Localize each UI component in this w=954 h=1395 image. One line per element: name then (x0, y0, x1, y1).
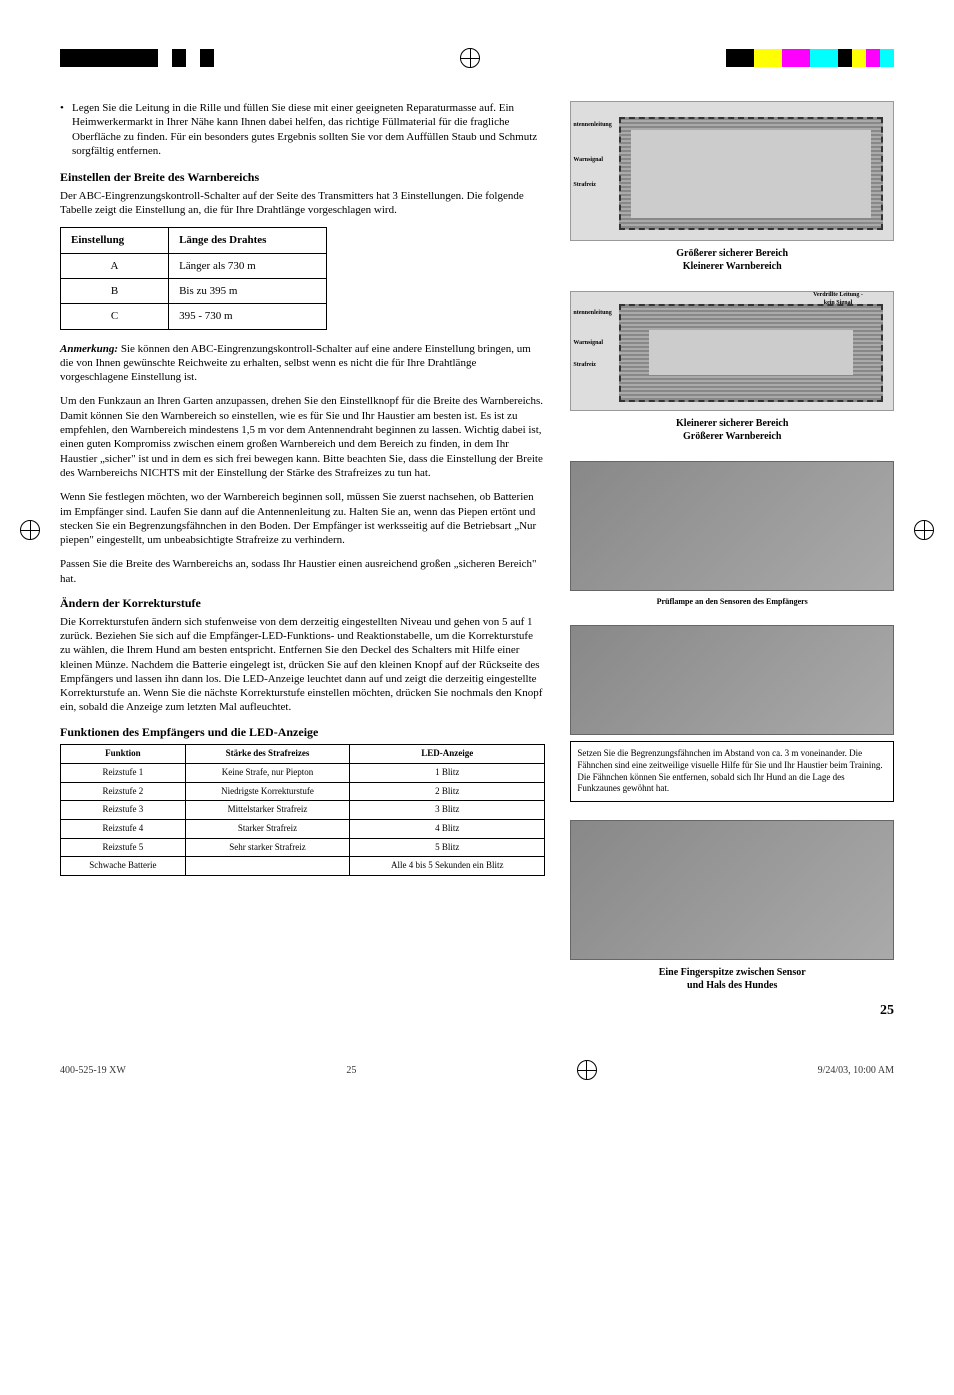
paragraph: Die Korrekturstufen ändern sich stufenwe… (60, 615, 545, 715)
settings-table: Einstellung Länge des Drahtes A Länger a… (60, 227, 327, 329)
paragraph: Wenn Sie festlegen möchten, wo der Warnb… (60, 490, 545, 547)
heading-warnbereich: Einstellen der Breite des Warnbereichs (60, 170, 545, 186)
note-label: Anmerkung: (60, 343, 118, 355)
table-row: C 395 - 730 m (61, 304, 327, 329)
table-row: Reizstufe 3Mittelstarker Strafreiz3 Blit… (61, 801, 545, 820)
table-header: LED-Anzeige (350, 745, 545, 764)
footer-page: 25 (346, 1064, 356, 1077)
diagram-caption: Kleinerer sicherer BereichGrößerer Warnb… (570, 417, 894, 443)
registration-target-bottom-icon (577, 1060, 597, 1080)
zone-diagram-large-safe: ntennenleitung Warnsignal Strafreiz Sich… (570, 101, 894, 241)
footer-doc-id: 400-525-19 XW (60, 1064, 126, 1077)
info-box: Setzen Sie die Begrenzungsfähnchen im Ab… (570, 741, 894, 802)
bullet-item: Legen Sie die Leitung in die Rille und f… (60, 101, 545, 158)
footer: 400-525-19 XW 25 9/24/03, 10:00 AM (0, 1040, 954, 1090)
paragraph: Um den Funkzaun an Ihren Garten anzupass… (60, 394, 545, 480)
registration-target-right-icon (914, 520, 934, 540)
table-row: Reizstufe 4Starker Strafreiz4 Blitz (61, 820, 545, 839)
table-header: Stärke des Strafreizes (185, 745, 349, 764)
diagram-caption: Größerer sicherer BereichKleinerer Warnb… (570, 247, 894, 273)
registration-marks-top (60, 40, 894, 76)
photo-caption: Prüflampe an den Sensoren des Empfängers (570, 597, 894, 607)
footer-timestamp: 9/24/03, 10:00 AM (818, 1064, 894, 1077)
table-row: B Bis zu 395 m (61, 278, 327, 303)
zone-diagram-small-safe: ntennenleitung Warnsignal Strafreiz Sich… (570, 291, 894, 411)
table-header: Einstellung (61, 228, 169, 253)
functions-table: Funktion Stärke des Strafreizes LED-Anze… (60, 744, 545, 876)
table-row: Reizstufe 1Keine Strafe, nur Piepton1 Bl… (61, 763, 545, 782)
registration-target-left-icon (20, 520, 40, 540)
table-row: Reizstufe 5Sehr starker Strafreiz5 Blitz (61, 838, 545, 857)
registration-target-icon (460, 48, 480, 68)
note-paragraph: Anmerkung: Sie können den ABC-Eingrenzun… (60, 342, 545, 385)
table-header: Funktion (61, 745, 186, 764)
photo-boundary-flags (570, 625, 894, 735)
heading-funktionen: Funktionen des Empfängers und die LED-An… (60, 725, 545, 741)
table-row: Schwache BatterieAlle 4 bis 5 Sekunden e… (61, 857, 545, 876)
photo-test-lamp (570, 461, 894, 591)
heading-korrekturstufe: Ändern der Korrekturstufe (60, 596, 545, 612)
photo-finger-sensor (570, 820, 894, 960)
paragraph: Passen Sie die Breite des Warnbereichs a… (60, 557, 545, 586)
table-row: Reizstufe 2Niedrigste Korrekturstufe2 Bl… (61, 782, 545, 801)
page-number: 25 (570, 1002, 894, 1020)
photo-caption: Eine Fingerspitze zwischen Sensorund Hal… (570, 966, 894, 992)
table-header: Länge des Drahtes (169, 228, 327, 253)
table-row: A Länger als 730 m (61, 253, 327, 278)
paragraph: Der ABC-Eingrenzungskontroll-Schalter au… (60, 189, 545, 218)
